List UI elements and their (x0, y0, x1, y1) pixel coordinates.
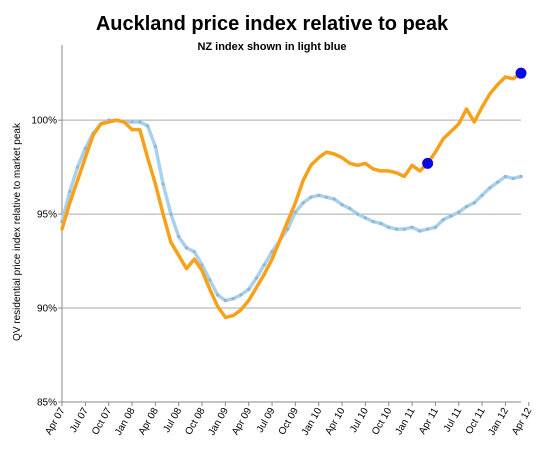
y-axis-ticks: 85% 90% 95% 100% (31, 116, 62, 409)
chart-subtitle: NZ index shown in light blue (197, 41, 346, 53)
nz-data-point (503, 174, 508, 179)
nz-data-point (286, 227, 290, 231)
nz-data-point (449, 214, 453, 218)
nz-data-point (83, 146, 87, 150)
x-tick-label: Apr 08 (137, 406, 161, 437)
nz-data-point (177, 235, 181, 239)
nz-data-point (215, 293, 220, 297)
nz-data-point (68, 189, 72, 194)
nz-data-point (75, 165, 80, 169)
series-group (60, 71, 523, 320)
nz-data-point (433, 225, 438, 229)
y-tick-label: 90% (37, 304, 57, 315)
highlight-markers (422, 67, 527, 169)
nz-data-point (208, 278, 212, 282)
nz-data-point (161, 182, 165, 186)
nz-data-point (410, 225, 414, 229)
nz-data-point (247, 287, 251, 291)
nz-data-point (356, 212, 360, 216)
x-tick-label: Jan 11 (394, 406, 418, 437)
highlight-marker (515, 67, 527, 79)
x-tick-label: Oct 08 (183, 406, 207, 437)
nz-data-point (402, 227, 406, 231)
nz-data-point (480, 193, 484, 197)
x-tick-label: Apr 10 (323, 406, 347, 437)
x-tick-label: Jan 12 (486, 406, 511, 438)
x-tick-label: Apr 09 (230, 406, 254, 437)
x-tick-label: Apr 07 (43, 406, 67, 437)
auckland-series-line (60, 71, 523, 320)
nz-data-point (192, 250, 196, 254)
nz-data-point (519, 174, 523, 179)
nz-data-point (511, 176, 515, 181)
nz-data-point (293, 210, 297, 214)
nz-data-point (418, 229, 422, 233)
x-tick-label: Jan 09 (206, 406, 231, 438)
y-axis-label: QV residential price index relative to m… (12, 122, 23, 341)
nz-data-point (488, 186, 492, 190)
chart-title: Auckland price index relative to peak (96, 13, 449, 35)
nz-data-point (138, 120, 142, 124)
nz-data-point (223, 298, 227, 303)
nz-data-point (441, 218, 445, 222)
y-tick-label: 100% (31, 116, 57, 127)
nz-data-point (262, 263, 266, 267)
y-tick-label: 85% (37, 398, 57, 409)
x-tick-label: Jul 09 (255, 406, 278, 435)
highlight-marker (422, 157, 434, 169)
nz-data-point (200, 263, 204, 267)
nz-data-point (145, 124, 150, 128)
nz-data-point (301, 201, 305, 205)
nz-data-point (348, 206, 352, 211)
nz-data-point (153, 144, 157, 149)
nz-data-point (270, 250, 274, 254)
nz-data-point (309, 195, 313, 199)
x-tick-label: Jan 08 (113, 406, 138, 438)
nz-data-point (426, 227, 430, 231)
nz-data-point (464, 204, 469, 209)
nz-data-point (472, 201, 476, 205)
nz-data-point (387, 225, 391, 229)
nz-data-point (184, 246, 189, 250)
nz-data-point (340, 203, 344, 207)
nz-data-point (379, 221, 383, 226)
y-tick-label: 95% (37, 210, 57, 221)
nz-data-point (239, 293, 243, 297)
nz-data-point (371, 220, 375, 224)
x-tick-label: Oct 07 (90, 406, 114, 437)
nz-data-point (317, 193, 321, 197)
nz-data-point (332, 197, 336, 201)
x-tick-label: Oct 10 (370, 406, 394, 437)
x-tick-label: Apr 12 (510, 406, 534, 437)
nz-data-point (324, 195, 329, 199)
nz-data-point (169, 212, 173, 216)
x-tick-label: Jul 10 (348, 406, 371, 435)
nz-data-point (496, 180, 500, 184)
x-tick-label: Jul 08 (161, 406, 184, 435)
nz-data-point (130, 120, 134, 124)
x-tick-label: Jan 10 (300, 406, 325, 438)
x-tick-label: Jul 11 (442, 406, 465, 434)
x-tick-label: Oct 11 (464, 406, 488, 437)
x-tick-label: Oct 09 (277, 406, 301, 437)
nz-data-point (254, 276, 259, 280)
x-tick-label: Jul 07 (68, 406, 91, 435)
x-tick-label: Apr 11 (417, 406, 441, 437)
nz-data-point (457, 210, 461, 214)
nz-data-point (363, 216, 368, 220)
nz-data-point (231, 297, 235, 301)
nz-data-point (394, 227, 399, 231)
